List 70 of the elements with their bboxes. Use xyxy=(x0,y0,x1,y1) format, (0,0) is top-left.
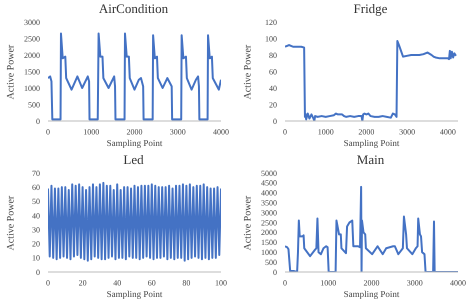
x-tick-label: 40 xyxy=(113,278,122,288)
y-tick-label: 4500 xyxy=(261,178,277,188)
y-tick-label: 2000 xyxy=(261,228,277,238)
x-tick-label: 4000 xyxy=(213,128,229,137)
x-tick-label: 80 xyxy=(182,278,190,288)
line-series xyxy=(285,186,458,272)
y-tick-label: 0 xyxy=(36,116,40,126)
y-tick-label: 50 xyxy=(32,197,40,206)
x-tick-label: 20 xyxy=(78,278,87,288)
y-tick-label: 2500 xyxy=(261,218,277,228)
x-axis-title: Sampling Point xyxy=(344,289,400,299)
y-tick-label: 30 xyxy=(32,225,40,234)
line-series xyxy=(285,40,457,121)
chart-title: Led xyxy=(122,151,145,169)
x-axis-title: Sampling Point xyxy=(106,289,163,299)
y-tick-label: 1000 xyxy=(261,248,277,258)
y-tick-label: 20 xyxy=(269,100,277,110)
x-tick-label: 0 xyxy=(46,278,50,288)
y-tick-label: 10 xyxy=(32,254,40,263)
y-tick-label: 40 xyxy=(269,84,277,93)
y-tick-label: 20 xyxy=(32,240,40,249)
y-tick-label: 0 xyxy=(36,268,40,277)
y-tick-label: 0 xyxy=(273,268,277,277)
y-tick-label: 60 xyxy=(32,182,40,192)
y-axis-title: Active Power xyxy=(242,195,254,250)
line-series xyxy=(48,32,221,120)
y-tick-label: 3000 xyxy=(24,18,40,27)
x-tick-label: 3000 xyxy=(406,278,423,288)
y-tick-label: 40 xyxy=(32,211,40,220)
y-tick-label: 500 xyxy=(28,100,40,110)
y-tick-label: 1500 xyxy=(24,67,40,76)
y-tick-label: 4000 xyxy=(261,188,277,198)
x-tick-label: 1000 xyxy=(320,278,336,288)
chart-title: AirCondition xyxy=(98,0,170,18)
x-tick-label: 0 xyxy=(283,278,287,288)
y-tick-label: 500 xyxy=(265,258,277,267)
chart-title: Main xyxy=(356,151,386,169)
y-tick-label: 1500 xyxy=(261,238,277,248)
y-tick-label: 2000 xyxy=(24,50,40,60)
x-tick-label: 0 xyxy=(46,128,50,137)
x-tick-label: 0 xyxy=(283,128,287,137)
y-tick-label: 3500 xyxy=(261,198,277,208)
x-axis-title: Sampling Point xyxy=(344,138,400,148)
x-axis-title: Sampling Point xyxy=(106,138,163,148)
x-tick-label: 1000 xyxy=(318,128,334,137)
chart-title: Fridge xyxy=(352,0,388,18)
y-tick-label: 1000 xyxy=(24,84,40,93)
y-tick-label: 60 xyxy=(269,67,277,76)
y-tick-label: 5000 xyxy=(261,168,277,178)
y-tick-label: 80 xyxy=(269,50,277,60)
y-tick-label: 2500 xyxy=(24,34,40,44)
x-tick-label: 4000 xyxy=(440,128,456,137)
x-tick-label: 2000 xyxy=(126,128,142,137)
x-tick-label: 1000 xyxy=(83,128,100,137)
x-tick-label: 4000 xyxy=(450,278,466,288)
y-tick-label: 120 xyxy=(265,18,277,27)
x-tick-label: 3000 xyxy=(170,128,186,137)
y-axis-title: Active Power xyxy=(6,44,17,100)
y-tick-label: 100 xyxy=(265,34,277,44)
y-axis-title: Active Power xyxy=(242,44,254,100)
y-axis-title: Active Power xyxy=(6,195,17,250)
y-tick-label: 70 xyxy=(32,168,40,178)
line-series xyxy=(48,182,221,262)
x-tick-label: 100 xyxy=(215,278,227,288)
x-tick-label: 3000 xyxy=(399,128,416,137)
y-tick-label: 0 xyxy=(273,116,277,126)
y-tick-label: 3000 xyxy=(261,208,277,218)
x-tick-label: 2000 xyxy=(364,278,380,288)
x-tick-label: 2000 xyxy=(358,128,374,137)
x-tick-label: 60 xyxy=(148,278,156,288)
